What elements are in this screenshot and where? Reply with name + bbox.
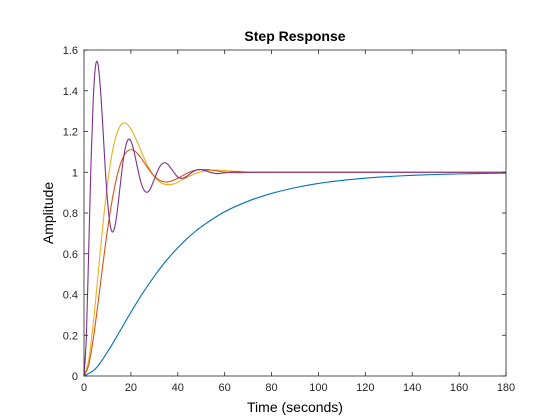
x-tick-label: 180 [497, 382, 515, 394]
series-line-1 [83, 172, 507, 377]
y-tick-label: 1.4 [63, 86, 78, 98]
y-tick-label: 0.2 [63, 330, 78, 342]
x-tick-label: 0 [81, 382, 87, 394]
x-tick-label: 140 [403, 382, 421, 394]
x-tick-label: 60 [219, 382, 231, 394]
x-tick-label: 100 [309, 382, 327, 394]
plot-area [84, 50, 506, 376]
y-tick-label: 1 [72, 167, 78, 179]
y-tick-label: 1.6 [63, 45, 78, 57]
x-axis: 0 20 40 60 80 100 120 140 160 180 [81, 50, 515, 394]
y-axis-title: Amplitude [40, 182, 56, 244]
x-tick-label: 20 [125, 382, 137, 394]
x-tick-label: 80 [265, 382, 277, 394]
y-tick-label: 0.6 [63, 249, 78, 261]
y-tick-label: 0.4 [63, 290, 78, 302]
y-tick-label: 0.8 [63, 208, 78, 220]
y-tick-label: 1.2 [63, 127, 78, 139]
x-tick-label: 120 [356, 382, 374, 394]
x-axis-title: Time (seconds) [247, 399, 343, 415]
x-tick-label: 40 [172, 382, 184, 394]
x-tick-label: 160 [450, 382, 468, 394]
series-layer [83, 60, 507, 377]
y-axis: 0 0.2 0.4 0.6 0.8 1 1.2 1.4 1.6 [63, 45, 506, 383]
chart-title: Step Response [244, 28, 345, 44]
series-line-4 [83, 60, 506, 377]
y-tick-label: 0 [72, 371, 78, 383]
